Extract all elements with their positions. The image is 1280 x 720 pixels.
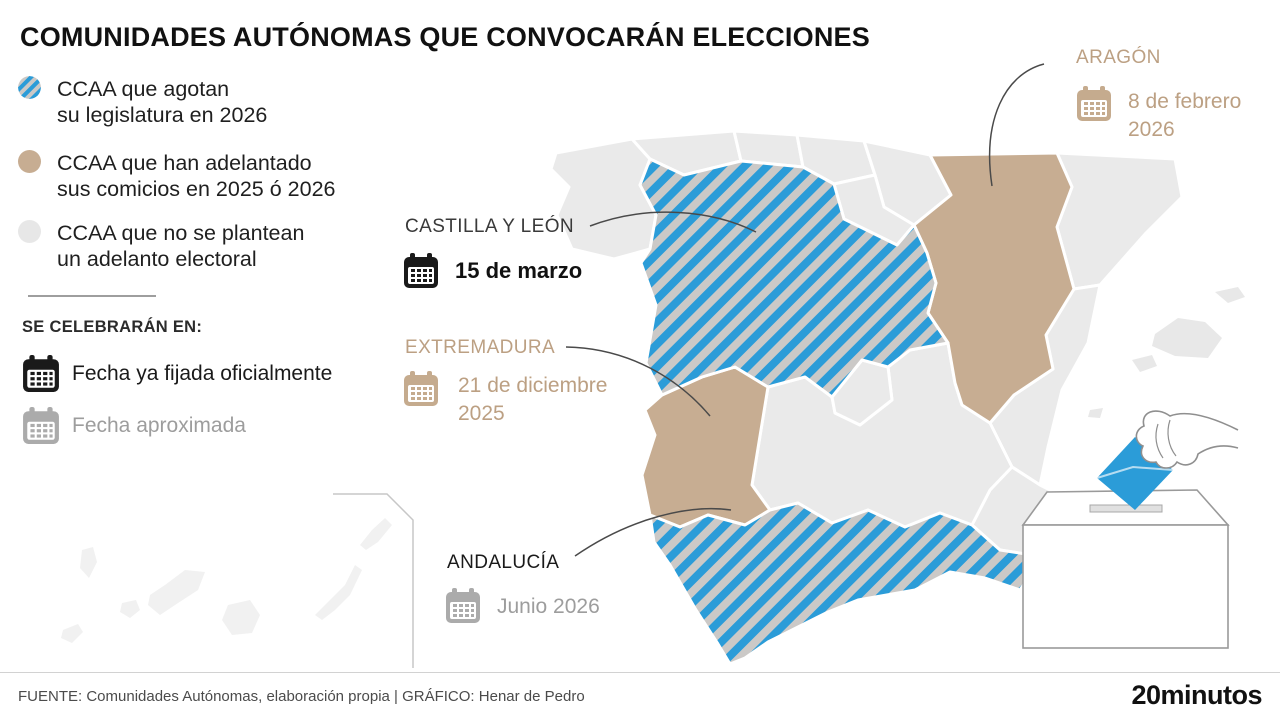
legend-label: CCAA que agotan su legislatura en 2026 [57,76,267,128]
legend-label: CCAA que han adelantado sus comicios en … [57,150,335,202]
legend-divider [28,295,156,297]
date-aragon-line2: 2026 [1128,118,1175,141]
schedule-approx-row: Fecha aproximada [22,407,246,445]
schedule-official-label: Fecha ya fijada oficialmente [72,362,333,385]
legend-label-line1: CCAA que no se plantean [57,221,305,245]
calendar-extremadura-icon [403,371,439,407]
connector-andalucia [574,507,732,557]
tan-swatch-icon [18,150,41,173]
region-galicia [549,137,658,261]
island-gran-canaria [222,600,260,635]
ballot-box-front [1022,524,1229,649]
footer-credits: FUENTE: Comunidades Autónomas, elaboraci… [18,688,585,705]
date-extremadura-line2: 2025 [458,402,505,425]
envelope-flap [1096,465,1174,479]
island-lanzarote [360,518,392,550]
voter-hand [1135,410,1239,469]
legend-label-line2: su legislatura en 2026 [57,103,268,127]
island-el-hierro [61,624,83,643]
legend-label: CCAA que no se plantean un adelanto elec… [57,220,304,272]
date-aragon: 8 de febrero 2026 [1128,88,1241,144]
date-extremadura-line1: 21 de diciembre [458,374,608,397]
island-fuerteventura [315,565,362,620]
island-la-palma [80,547,97,578]
blue-stripes-swatch-icon [18,76,41,99]
connector-castilla-y-leon [589,211,757,233]
legend-item-agotan: CCAA que agotan su legislatura en 2026 [18,76,267,128]
connector-aragon [988,63,1045,187]
schedule-approx-label: Fecha aproximada [72,414,246,437]
schedule-official-row: Fecha ya fijada oficialmente [22,355,332,393]
brand-logo: 20minutos [1131,680,1262,710]
ballot-box-illustration [1021,410,1239,649]
island-tenerife [148,570,205,615]
ballot-box-slot [1089,504,1163,513]
legend-label-line2: sus comicios en 2025 ó 2026 [57,177,336,201]
connector-extremadura [565,346,711,417]
hand-finger-lines [1155,419,1177,459]
canary-inset-border [333,493,414,668]
calendar-approx-icon [22,407,60,445]
calendar-castilla-icon [403,253,439,289]
date-aragon-line1: 8 de febrero [1128,90,1242,113]
label-aragon: ARAGÓN [1076,47,1161,68]
island-ibiza [1132,355,1157,372]
label-extremadura: EXTREMADURA [405,337,556,358]
legend-item-adelantado: CCAA que han adelantado sus comicios en … [18,150,335,202]
island-mallorca [1152,318,1222,358]
legend-label-line2: un adelanto electoral [57,247,257,271]
island-menorca [1215,287,1245,303]
region-cataluna [1055,151,1184,291]
calendar-aragon-icon [1076,86,1112,122]
calendar-official-icon [22,355,60,393]
gray-swatch-icon [18,220,41,243]
schedule-heading: SE CELEBRARÁN EN: [22,318,203,336]
footer-divider [0,672,1280,673]
date-castilla-y-leon: 15 de marzo [455,258,583,283]
label-andalucia: ANDALUCÍA [447,552,560,573]
calendar-andalucia-icon [445,588,481,624]
date-andalucia: Junio 2026 [497,595,600,618]
page-title: COMUNIDADES AUTÓNOMAS QUE CONVOCARÁN ELE… [20,22,870,52]
legend-label-line1: CCAA que agotan [57,77,230,101]
date-extremadura: 21 de diciembre 2025 [458,372,607,428]
legend-label-line1: CCAA que han adelantado [57,151,312,175]
legend-item-sin-adelanto: CCAA que no se plantean un adelanto elec… [18,220,304,272]
island-columbretes [1088,408,1103,418]
label-castilla-y-leon: CASTILLA Y LEÓN [405,216,574,237]
island-la-gomera [120,600,140,618]
